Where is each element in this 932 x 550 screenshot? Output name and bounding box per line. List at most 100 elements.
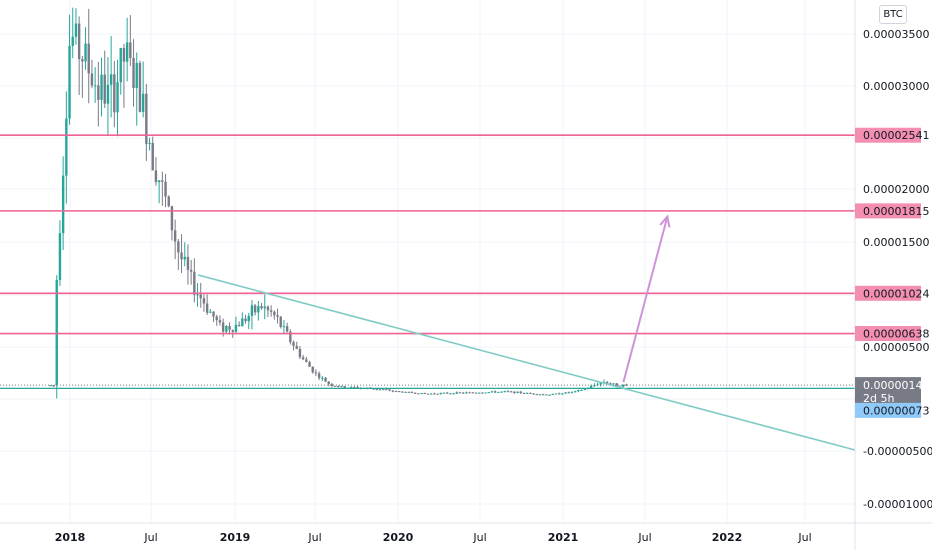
candle-body (391, 390, 394, 392)
candle-body (407, 391, 410, 393)
candle-body (167, 196, 170, 207)
candle-body (372, 388, 375, 390)
candle-body (189, 269, 193, 272)
candle-body (621, 384, 625, 387)
candle-body (436, 393, 439, 395)
candle-body (410, 392, 414, 394)
candle-body (497, 391, 500, 393)
candle-body (138, 62, 142, 112)
candle-body (314, 372, 318, 374)
candle-body (481, 392, 484, 394)
candle-body (215, 316, 218, 321)
candle-body (228, 326, 231, 330)
candle-body (330, 384, 334, 386)
candle-body (573, 391, 577, 393)
arrow-head[interactable] (659, 214, 671, 228)
candle-body (417, 393, 420, 395)
candle-body (378, 389, 382, 391)
candle-body (413, 392, 417, 394)
candle-body (116, 82, 119, 113)
candle-body (545, 394, 548, 396)
level-price-badge: 0.00001024 (863, 287, 929, 300)
candle-body (455, 392, 458, 394)
candle-body (375, 389, 378, 391)
currency-button[interactable]: BTC (879, 5, 907, 24)
candle-body (561, 393, 564, 395)
candle-body (205, 303, 209, 313)
price-tick-label: -0.00000500 (863, 445, 932, 458)
candle-body (442, 392, 446, 394)
candle-body (247, 315, 250, 322)
candle-body (589, 385, 593, 389)
candle-body (221, 322, 225, 332)
candle-body (580, 389, 583, 391)
candle-body (471, 392, 474, 394)
candle-body (509, 391, 513, 393)
candle-body (503, 391, 506, 393)
candle-body (81, 59, 84, 62)
price-tick-label: 0.00001500 (863, 236, 929, 249)
candle-body (525, 392, 529, 394)
candle-body (129, 42, 132, 59)
candle-body (65, 118, 68, 176)
candle-body (353, 386, 356, 388)
candle-body (519, 391, 522, 394)
arrow-shaft[interactable] (622, 216, 669, 383)
candle-body (225, 326, 228, 332)
candle-body (570, 391, 574, 393)
candle-body (113, 74, 116, 113)
candle-body (301, 357, 305, 360)
candle-body (49, 385, 52, 387)
candle-body (266, 306, 270, 311)
candle-body (218, 320, 222, 323)
time-tick-label: 2018 (55, 531, 86, 544)
candle-body (445, 392, 449, 394)
level-price-badge: 0.00002541 (863, 129, 929, 142)
candle-body (269, 310, 273, 312)
candle-body (193, 271, 196, 295)
candle-body (439, 393, 442, 395)
candle-body (148, 142, 151, 144)
projection-arrow[interactable] (622, 214, 671, 383)
candle-body (423, 393, 426, 395)
candle-body (401, 391, 404, 393)
candle-body (385, 389, 388, 391)
candle-body (426, 393, 430, 395)
low-price-badge-bg (855, 402, 921, 418)
candle-body (506, 391, 510, 393)
candle-body (487, 392, 490, 394)
candle-body (567, 392, 570, 394)
candle-body (394, 391, 398, 393)
trendline-segment[interactable] (197, 274, 856, 451)
candle-body (548, 394, 551, 396)
candle-body (324, 377, 327, 382)
candle-body (615, 383, 618, 387)
price-scale[interactable]: 0.00003500 0.00003000 0.00002000 0.00001500… (863, 28, 932, 511)
candle-body (87, 43, 90, 74)
candle-body (234, 324, 238, 332)
candle-body (465, 392, 468, 394)
time-tick-label: Jul (143, 531, 157, 544)
candle-body (61, 175, 65, 234)
time-scale[interactable]: 2018 Jul 2019 Jul 2020 Jul 2021 Jul 2022 Jul (55, 531, 812, 544)
price-tick-label: 0.00003500 (863, 28, 929, 41)
candle-body (209, 311, 212, 313)
time-tick-label: Jul (637, 531, 651, 544)
candle-body (260, 306, 263, 309)
candle-body (77, 23, 81, 60)
candle-body (196, 294, 199, 296)
trendline[interactable] (197, 274, 856, 451)
candle-body (90, 73, 94, 86)
candle-body (311, 366, 314, 373)
horizontal-levels[interactable] (0, 134, 855, 389)
candle-body (452, 393, 455, 395)
price-tick-label: 0.00002000 (863, 183, 929, 196)
candle-body (461, 392, 465, 394)
level-price-badge-bg (855, 203, 921, 219)
candle-body (154, 170, 158, 183)
candle-body (177, 241, 180, 253)
candle-body (433, 393, 436, 395)
candle-body (538, 394, 542, 396)
time-tick-label: Jul (472, 531, 486, 544)
